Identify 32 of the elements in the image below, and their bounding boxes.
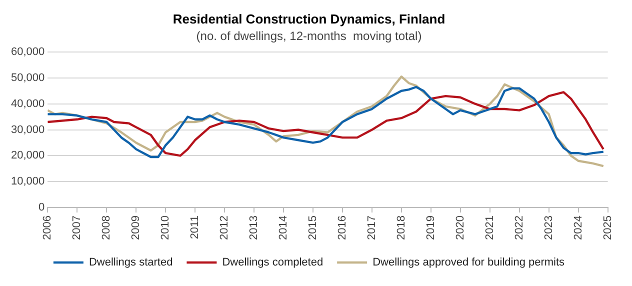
x-tick-label: 2007	[71, 216, 84, 240]
legend-label: Dwellings started	[88, 256, 173, 269]
x-tick-label: 2022	[513, 216, 526, 240]
x-tick-label: 2020	[454, 216, 466, 240]
x-tick-label: 2012	[218, 216, 231, 240]
x-tick-label: 2023	[542, 216, 555, 240]
x-tick-label: 2021	[484, 216, 496, 240]
y-tick-label: 20,000	[10, 150, 45, 162]
y-tick-label: 50,000	[10, 72, 45, 84]
legend-label: Dwellings completed	[222, 256, 324, 269]
y-tick-label: 40,000	[10, 98, 45, 110]
y-tick-label: 30,000	[10, 124, 45, 136]
y-tick-label: 60,000	[10, 46, 45, 58]
x-tick-label: 2024	[572, 216, 584, 240]
x-tick-label: 2025	[602, 216, 614, 240]
x-tick-label: 2010	[160, 216, 172, 240]
x-tick-label: 2016	[336, 216, 348, 240]
legend-label: Dwellings approved for building permits	[372, 256, 566, 269]
x-tick-label: 2009	[130, 216, 142, 240]
x-tick-label: 2006	[42, 216, 54, 240]
x-tick-label: 2019	[424, 216, 437, 240]
chart-title: Residential Construction Dynamics, Finland	[172, 11, 446, 26]
chart-subtitle: (no. of dwellings, 12-months moving total)	[196, 29, 422, 44]
x-tick-label: 2013	[248, 216, 260, 240]
x-tick-label: 2017	[366, 216, 378, 240]
y-tick-label: 0	[38, 202, 45, 214]
y-tick-label: 10,000	[10, 176, 45, 188]
x-tick-label: 2011	[189, 216, 202, 240]
x-tick-label: 2015	[307, 216, 320, 240]
x-tick-label: 2018	[395, 216, 408, 240]
x-tick-label: 2008	[100, 216, 113, 240]
x-tick-label: 2014	[278, 216, 290, 240]
